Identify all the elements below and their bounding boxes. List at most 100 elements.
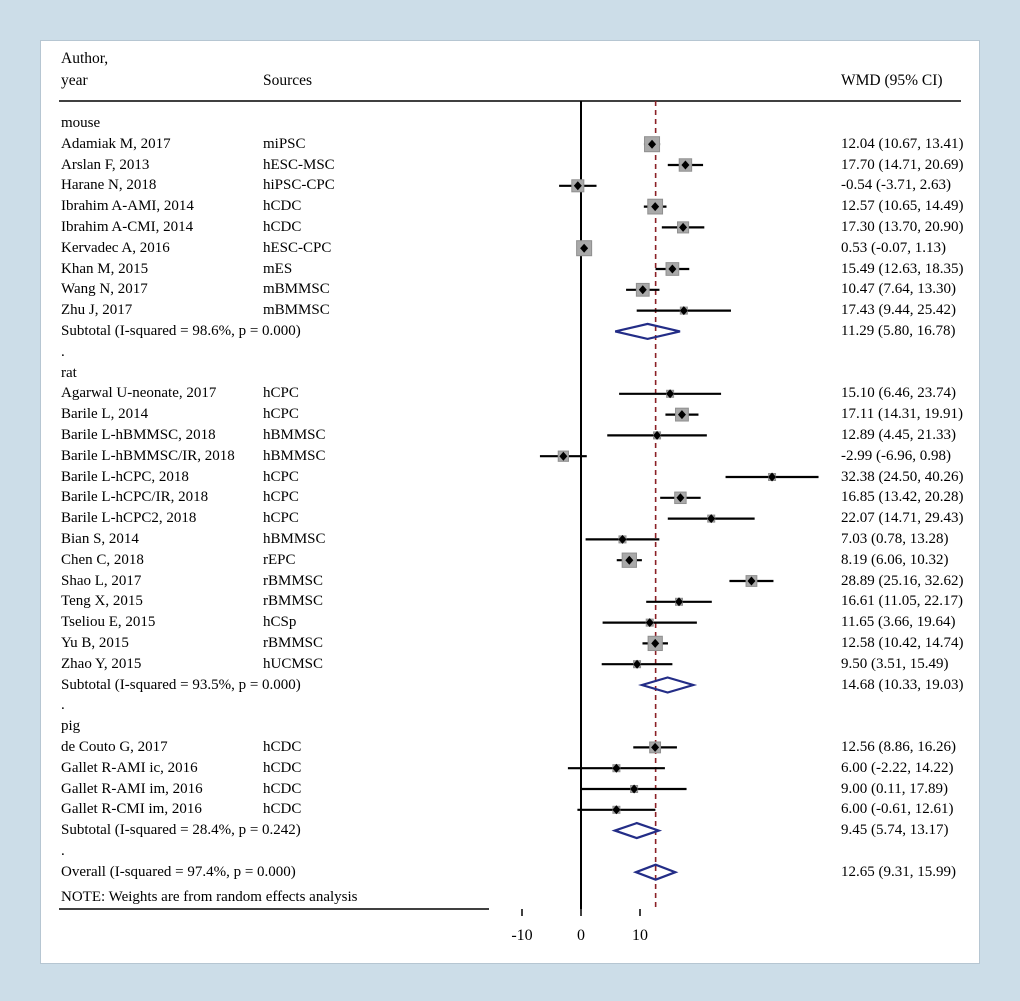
point-estimate-marker <box>679 306 688 316</box>
study-source: hCPC <box>263 510 299 527</box>
gap-dot: . <box>61 697 65 714</box>
study-source: mBMMSC <box>263 302 330 319</box>
wmd-ci-value: 12.56 (8.86, 16.26) <box>841 739 956 755</box>
study-author: Barile L-hCPC2, 2018 <box>61 510 197 527</box>
study-author: Barile L-hCPC, 2018 <box>61 468 189 485</box>
study-source: rBMMSC <box>263 635 324 651</box>
study-source: hBMMSC <box>263 531 326 547</box>
point-estimate-marker <box>676 493 685 503</box>
point-estimate-marker <box>679 222 688 232</box>
wmd-ci-value: 15.49 (12.63, 18.35) <box>841 260 964 277</box>
point-estimate-marker <box>666 389 675 399</box>
study-source: hCSp <box>263 614 297 631</box>
wmd-ci-value: 9.50 (3.51, 15.49) <box>841 655 949 672</box>
study-author: Barile L-hBMMSC/IR, 2018 <box>61 447 235 464</box>
point-estimate-marker <box>651 638 660 648</box>
study-author: Khan M, 2015 <box>61 260 149 277</box>
subtotal-diamond <box>638 676 698 694</box>
wmd-ci-value: -2.99 (-6.96, 0.98) <box>841 447 951 464</box>
point-estimate-marker <box>638 285 647 295</box>
overall-diamond <box>632 863 679 881</box>
study-author: Shao L, 2017 <box>61 572 142 589</box>
gap-dot: . <box>61 843 65 859</box>
study-source: mES <box>263 260 293 277</box>
subtotal-diamond <box>614 322 681 341</box>
point-estimate-marker <box>707 514 716 524</box>
point-estimate-marker <box>625 555 634 565</box>
study-author: Tseliou E, 2015 <box>61 614 156 631</box>
subtotal-diamond <box>611 821 663 840</box>
wmd-ci-value: 28.89 (25.16, 32.62) <box>841 572 964 589</box>
wmd-ci-value: 11.65 (3.66, 19.64) <box>841 614 956 631</box>
wmd-ci-value: 9.45 (5.74, 13.17) <box>841 822 949 839</box>
point-estimate-marker <box>677 410 686 420</box>
study-author: Ibrahim A-CMI, 2014 <box>61 219 194 235</box>
point-estimate-marker <box>612 763 621 773</box>
study-source: hCDC <box>263 198 302 215</box>
point-estimate-marker <box>618 534 627 544</box>
point-estimate-marker <box>612 805 621 815</box>
study-source: miPSC <box>263 135 306 152</box>
study-source: hESC-CPC <box>263 239 332 256</box>
note-text: NOTE: Weights are from random effects an… <box>61 889 358 905</box>
point-estimate-marker <box>653 430 662 440</box>
subtotal-label: Subtotal (I-squared = 28.4%, p = 0.242) <box>61 822 301 839</box>
wmd-ci-value: 12.89 (4.45, 21.33) <box>841 427 956 443</box>
wmd-ci-value: 12.65 (9.31, 15.99) <box>841 863 956 880</box>
point-estimate-marker <box>633 659 642 669</box>
subtotal-label: Subtotal (I-squared = 93.5%, p = 0.000) <box>61 676 301 693</box>
study-author: Adamiak M, 2017 <box>61 135 171 152</box>
wmd-ci-value: 17.70 (14.71, 20.69) <box>841 156 964 173</box>
study-author: Zhao Y, 2015 <box>61 655 142 672</box>
study-source: mBMMSC <box>263 281 330 298</box>
col-header-wmd: WMD (95% CI) <box>841 72 943 89</box>
axis-tick-label: 0 <box>577 927 585 944</box>
wmd-ci-value: 22.07 (14.71, 29.43) <box>841 510 964 527</box>
col-header-author-line1: Author, <box>61 50 109 67</box>
subtotal-label: Subtotal (I-squared = 98.6%, p = 0.000) <box>61 323 301 339</box>
point-estimate-marker <box>648 139 657 149</box>
axis-tick-label: -10 <box>511 927 533 944</box>
study-author: Teng X, 2015 <box>61 593 143 610</box>
study-author: Gallet R-CMI im, 2016 <box>61 801 202 818</box>
wmd-ci-value: 11.29 (5.80, 16.78) <box>841 323 956 339</box>
study-source: hCDC <box>263 780 302 797</box>
wmd-ci-value: 14.68 (10.33, 19.03) <box>841 676 964 693</box>
study-source: hCDC <box>263 739 302 755</box>
point-estimate-marker <box>747 576 756 586</box>
wmd-ci-value: 17.43 (9.44, 25.42) <box>841 302 956 319</box>
study-source: rBMMSC <box>263 593 324 610</box>
study-source: hESC-MSC <box>263 156 335 173</box>
study-author: Agarwal U-neonate, 2017 <box>61 385 217 402</box>
gap-dot: . <box>61 343 65 360</box>
point-estimate-marker <box>559 451 568 461</box>
study-author: Yu B, 2015 <box>61 635 129 651</box>
study-source: hBMMSC <box>263 447 326 464</box>
wmd-ci-value: 12.57 (10.65, 14.49) <box>841 198 964 215</box>
study-author: Gallet R-AMI im, 2016 <box>61 780 203 797</box>
study-author: Chen C, 2018 <box>61 551 144 568</box>
point-estimate-marker <box>630 784 639 794</box>
study-source: hCPC <box>263 406 299 423</box>
study-source: hUCMSC <box>263 655 324 672</box>
overall-label: Overall (I-squared = 97.4%, p = 0.000) <box>61 863 296 880</box>
study-author: Kervadec A, 2016 <box>61 239 170 256</box>
study-source: hBMMSC <box>263 427 326 443</box>
point-estimate-marker <box>668 264 677 274</box>
study-source: hCPC <box>263 385 299 402</box>
study-author: Gallet R-AMI ic, 2016 <box>61 759 198 776</box>
col-header-sources: Sources <box>263 72 313 89</box>
point-estimate-marker <box>651 742 660 752</box>
wmd-ci-value: 12.04 (10.67, 13.41) <box>841 135 964 152</box>
point-estimate-marker <box>573 181 582 191</box>
point-estimate-marker <box>651 202 660 212</box>
wmd-ci-value: 6.00 (-0.61, 12.61) <box>841 801 954 818</box>
wmd-ci-value: 16.61 (11.05, 22.17) <box>841 593 963 610</box>
wmd-ci-value: 0.53 (-0.07, 1.13) <box>841 239 946 256</box>
point-estimate-marker <box>580 243 589 253</box>
study-source: hiPSC-CPC <box>263 177 335 194</box>
point-estimate-marker <box>681 160 690 170</box>
study-source: rBMMSC <box>263 572 324 589</box>
wmd-ci-value: 17.30 (13.70, 20.90) <box>841 219 964 235</box>
